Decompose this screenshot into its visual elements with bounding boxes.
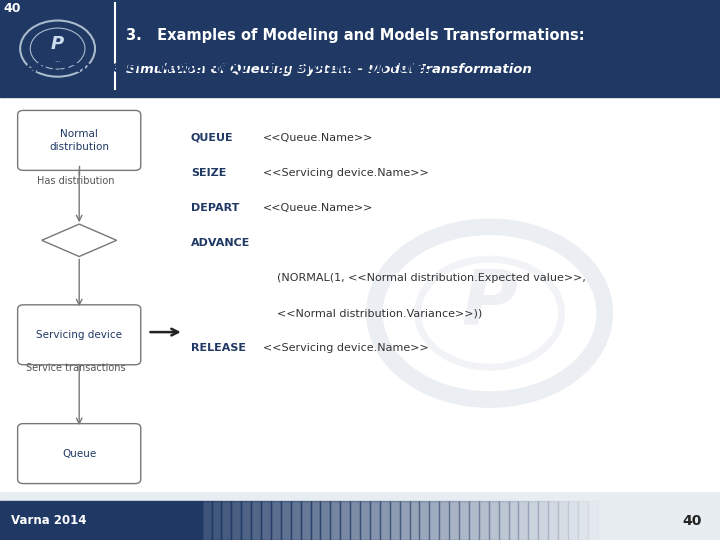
Bar — [0, 97, 720, 491]
Circle shape — [20, 21, 95, 77]
FancyBboxPatch shape — [17, 305, 141, 365]
Text: Simulation of Queuing System – Model Transformation: Simulation of Queuing System – Model Tra… — [126, 63, 532, 76]
Bar — [577, 501, 588, 540]
Bar — [271, 501, 281, 540]
Bar — [330, 501, 340, 540]
Bar — [449, 501, 459, 540]
Text: (NORMAL(1, <<Normal distribution.Expected value>>,: (NORMAL(1, <<Normal distribution.Expecte… — [277, 273, 586, 283]
Bar — [360, 501, 370, 540]
Bar — [222, 501, 231, 540]
Bar — [370, 501, 380, 540]
Bar — [539, 501, 548, 540]
Bar — [508, 501, 518, 540]
Bar — [281, 501, 291, 540]
Bar — [320, 501, 330, 540]
Text: RELEASE: RELEASE — [191, 343, 246, 353]
Text: 40: 40 — [4, 2, 21, 15]
Text: An example of “Model-Text” transformation rule:: An example of “Model-Text” transformatio… — [25, 60, 431, 75]
Bar — [212, 501, 222, 540]
Text: <<Servicing device.Name>>: <<Servicing device.Name>> — [263, 168, 428, 178]
Bar — [261, 501, 271, 540]
Bar — [528, 501, 538, 540]
Bar — [459, 501, 469, 540]
Text: <<Normal distribution.Variance>>)): <<Normal distribution.Variance>>)) — [277, 308, 482, 318]
Text: <<Queue.Name>>: <<Queue.Name>> — [263, 133, 373, 143]
Text: Service transactions: Service transactions — [26, 363, 125, 373]
Text: <<Servicing device.Name>>: <<Servicing device.Name>> — [263, 343, 428, 353]
Bar — [588, 501, 598, 540]
Text: QUEUE: QUEUE — [191, 133, 233, 143]
Text: P: P — [51, 35, 64, 53]
Text: SEIZE: SEIZE — [191, 168, 226, 178]
Bar — [251, 501, 261, 540]
Bar — [518, 501, 528, 540]
Bar — [301, 501, 310, 540]
Bar — [241, 501, 251, 540]
Bar — [341, 501, 350, 540]
Bar — [380, 501, 390, 540]
Text: Has distribution: Has distribution — [37, 176, 114, 186]
Bar — [202, 501, 212, 540]
Text: Queue: Queue — [62, 449, 96, 458]
Text: P: P — [462, 265, 518, 340]
Bar — [350, 501, 360, 540]
Text: <<Queue.Name>>: <<Queue.Name>> — [263, 203, 373, 213]
Bar — [429, 501, 439, 540]
Bar — [419, 501, 429, 540]
Text: ...: ... — [54, 57, 61, 64]
Bar — [439, 501, 449, 540]
Bar — [479, 501, 489, 540]
Bar — [489, 501, 498, 540]
Bar — [390, 501, 400, 540]
Polygon shape — [42, 224, 117, 256]
Bar — [231, 501, 241, 540]
Bar — [291, 501, 301, 540]
Bar — [400, 501, 410, 540]
Text: Normal
distribution: Normal distribution — [49, 129, 109, 152]
Bar — [469, 501, 479, 540]
Text: 40: 40 — [683, 514, 702, 528]
Bar — [499, 501, 508, 540]
Bar — [410, 501, 420, 540]
Bar — [0, 0, 720, 97]
Bar — [0, 501, 202, 540]
Bar — [310, 501, 320, 540]
FancyBboxPatch shape — [17, 423, 141, 484]
Text: ADVANCE: ADVANCE — [191, 238, 250, 248]
Bar — [558, 501, 568, 540]
Text: Varna 2014: Varna 2014 — [11, 514, 86, 527]
Bar — [568, 501, 578, 540]
Text: 3.   Examples of Modeling and Models Transformations:: 3. Examples of Modeling and Models Trans… — [126, 28, 585, 43]
Text: DEPART: DEPART — [191, 203, 239, 213]
Text: Servicing device: Servicing device — [36, 330, 122, 340]
FancyBboxPatch shape — [17, 111, 141, 171]
Bar — [548, 501, 558, 540]
